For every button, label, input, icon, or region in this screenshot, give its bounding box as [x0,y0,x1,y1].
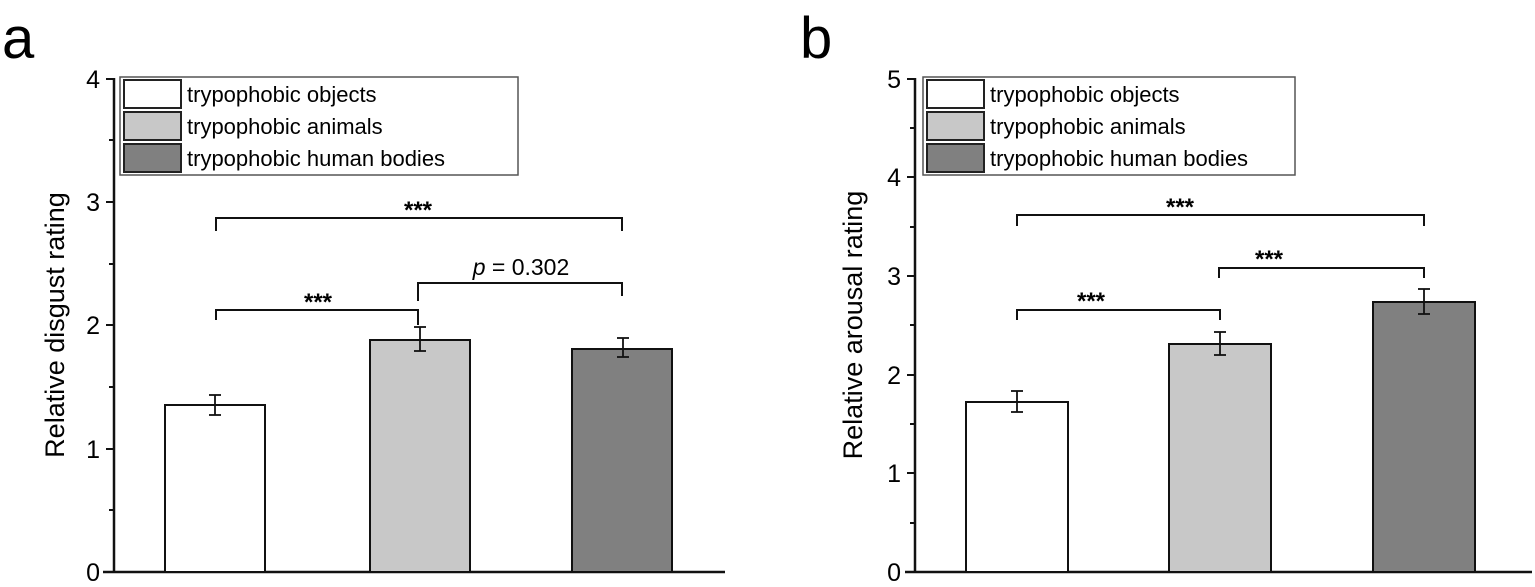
legend-b: trypophobic objects trypophobic animals … [922,76,1296,176]
legend-label-objects: trypophobic objects [990,82,1180,107]
y-ticks [907,78,915,573]
legend-swatch-objects [123,79,182,109]
bar-animals [1168,343,1272,573]
sig-label-objects-vs-animals: *** [304,289,333,316]
significance-brackets [1016,214,1425,320]
bar-animals [369,339,471,573]
sig-label-objects-vs-bodies: *** [1166,194,1195,221]
legend-label-human-bodies: trypophobic human bodies [990,146,1248,171]
sig-label-objects-vs-bodies: *** [404,197,433,224]
svg-text:0: 0 [86,559,100,587]
bar-objects [965,401,1069,573]
y-axis-label: Relative disgust rating [40,192,70,458]
panel-letter-b: b [800,6,832,71]
svg-text:3: 3 [887,263,901,291]
panel-letter-a: a [2,6,35,71]
sig-label-objects-vs-animals: *** [1077,288,1106,315]
svg-text:5: 5 [887,66,901,94]
legend-a: trypophobic objects trypophobic animals … [119,76,519,176]
legend-label-human-bodies: trypophobic human bodies [187,146,445,171]
svg-text:2: 2 [86,312,100,340]
svg-text:1: 1 [86,436,100,464]
legend-swatch-human-bodies [926,143,985,173]
svg-text:4: 4 [86,66,100,94]
sig-label-animals-vs-bodies: *** [1255,246,1284,273]
legend-swatch-human-bodies [123,143,182,173]
svg-text:2: 2 [887,362,901,390]
y-tick-labels: 0 1 2 3 4 5 [887,66,901,587]
y-axis-label: Relative arousal rating [838,191,868,460]
y-ticks [106,78,114,573]
svg-text:4: 4 [887,164,901,192]
bar-objects [164,404,266,573]
svg-text:0: 0 [887,559,901,587]
legend-swatch-objects [926,79,985,109]
legend-label-objects: trypophobic objects [187,82,377,107]
error-bars [1011,288,1430,413]
panel-b: b Relative arousal rating 0 1 2 3 4 5 [800,6,1532,587]
bar-human-bodies [571,348,673,573]
panel-a: a Relative disgust rating 0 1 2 3 4 [2,6,725,587]
error-bars [209,326,629,416]
legend-swatch-animals [123,111,182,141]
legend-label-animals: trypophobic animals [187,114,383,139]
svg-text:1: 1 [887,460,901,488]
significance-brackets [215,217,623,325]
legend-label-animals: trypophobic animals [990,114,1186,139]
y-tick-labels: 0 1 2 3 4 [86,66,100,587]
legend-swatch-animals [926,111,985,141]
sig-label-animals-vs-bodies: p = 0.302 [472,254,570,280]
svg-text:3: 3 [86,189,100,217]
bar-human-bodies [1372,301,1476,573]
